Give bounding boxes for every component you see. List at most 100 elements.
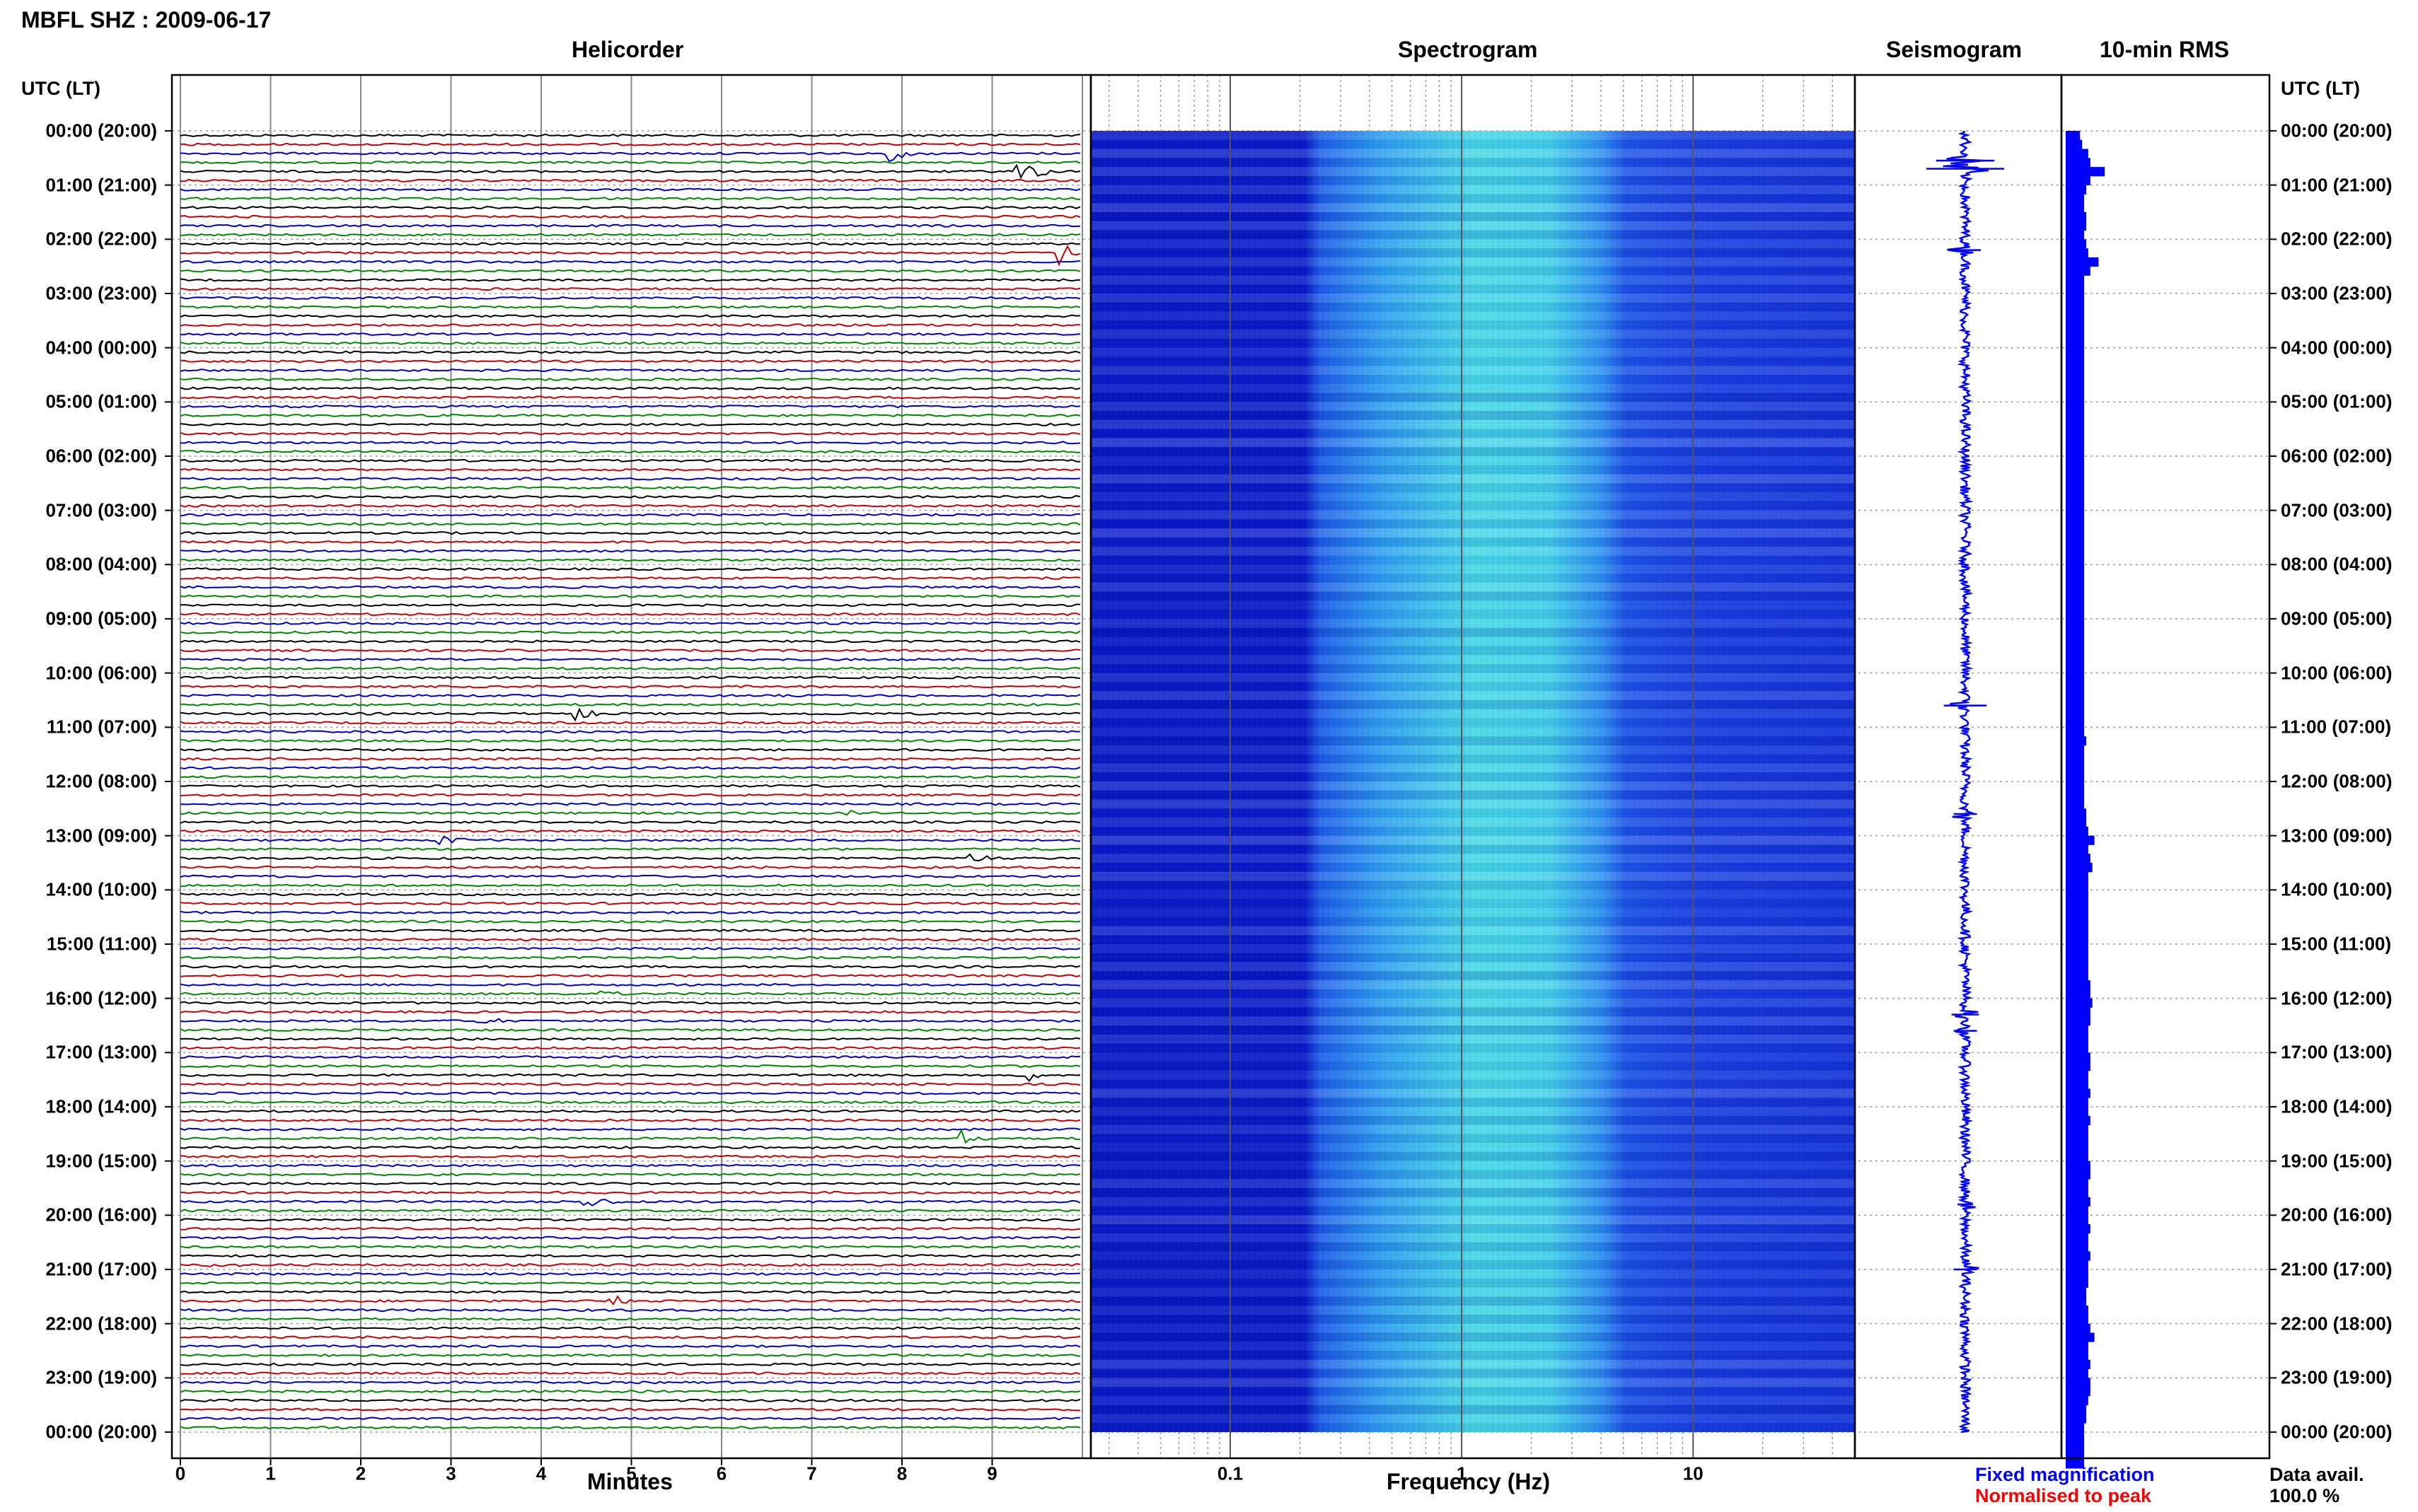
helicorder-row-trace xyxy=(180,223,1081,228)
helicorder-row-trace xyxy=(180,1154,1081,1158)
rms-bar xyxy=(2066,158,2090,168)
helicorder-row-trace xyxy=(180,1272,1081,1276)
rms-bar xyxy=(2066,582,2085,593)
helicorder-row-trace xyxy=(180,766,1081,770)
helicorder-row-trace xyxy=(180,287,1081,291)
rms-bar xyxy=(2066,754,2085,764)
rms-bar xyxy=(2066,537,2085,547)
rms-bar xyxy=(2066,627,2085,637)
helicorder-row-trace xyxy=(180,494,1081,499)
helicorder-row-trace xyxy=(180,675,1081,680)
helicorder-row-trace xyxy=(180,314,1081,318)
minute-tick-label: 5 xyxy=(626,1462,637,1484)
helicorder-row-trace xyxy=(180,694,1081,698)
helicorder-row-trace xyxy=(180,775,1081,779)
helicorder-row-trace xyxy=(180,974,1081,978)
frequency-tick-label: 1 xyxy=(1456,1462,1467,1484)
helicorder-row-trace xyxy=(180,151,1081,163)
helicorder-row-trace xyxy=(180,1344,1081,1349)
helicorder-row-trace xyxy=(180,757,1081,761)
helicorder-row-trace xyxy=(180,350,1081,354)
helicorder-row-trace xyxy=(180,1145,1081,1150)
helicorder-row-trace xyxy=(180,549,1081,553)
rms-bar xyxy=(2066,1124,2088,1134)
right-time-tick-label: 13:00 (09:00) xyxy=(2281,825,2393,847)
rms-bar xyxy=(2066,1414,2086,1424)
right-time-tick-label: 05:00 (01:00) xyxy=(2281,390,2393,412)
rms-bar xyxy=(2066,1034,2088,1044)
helicorder-row-trace xyxy=(180,1308,1081,1313)
helicorder-row-trace xyxy=(180,919,1081,924)
rms-bar xyxy=(2066,528,2085,538)
helicorder-row-trace xyxy=(180,990,1081,996)
rms-bar xyxy=(2066,890,2088,900)
rms-bar xyxy=(2066,438,2085,448)
right-time-tick-label: 14:00 (10:00) xyxy=(2281,878,2393,900)
rms-bar xyxy=(2066,338,2085,349)
helicorder-row-trace xyxy=(180,1417,1081,1421)
helicorder-row-trace xyxy=(180,1128,1081,1144)
helicorder-row-trace xyxy=(180,982,1081,987)
rms-bar xyxy=(2066,1395,2088,1406)
rms-bar xyxy=(2066,366,2085,376)
helicorder-row-trace xyxy=(180,1245,1081,1249)
rms-bar xyxy=(2066,808,2086,818)
right-time-tick-label: 09:00 (05:00) xyxy=(2281,607,2393,629)
right-time-tick-label: 08:00 (04:00) xyxy=(2281,553,2393,575)
left-time-tick-label: 06:00 (02:00) xyxy=(45,445,157,467)
helicorder-row-trace xyxy=(180,810,1081,816)
minute-tick-label: 8 xyxy=(896,1462,908,1484)
helicorder-row-trace xyxy=(180,441,1081,445)
rms-bar xyxy=(2066,980,2090,990)
helicorder-row-trace xyxy=(180,1371,1081,1376)
rms-bar xyxy=(2066,1043,2088,1053)
rms-bar xyxy=(2066,953,2088,963)
rms-bar xyxy=(2066,907,2088,918)
helicorder-row-trace xyxy=(180,142,1081,146)
helicorder-row-trace xyxy=(180,178,1081,182)
helicorder-row-trace xyxy=(180,853,1081,862)
spectrogram-noise xyxy=(1091,131,1855,1432)
helicorder-row-trace xyxy=(180,1426,1081,1430)
rms-bar xyxy=(2066,248,2088,258)
data-availability-label: Data avail. xyxy=(2269,1464,2364,1485)
minute-tick-label: 3 xyxy=(446,1462,456,1484)
rms-bar xyxy=(2066,1305,2088,1315)
left-time-tick-label: 23:00 (19:00) xyxy=(45,1366,157,1388)
helicorder-row-trace xyxy=(180,955,1081,960)
rms-bar xyxy=(2066,356,2085,366)
helicorder-row-trace xyxy=(180,1127,1081,1132)
helicorder-row-trace xyxy=(180,685,1081,689)
minute-tick-label: 2 xyxy=(355,1462,366,1484)
helicorder-row-trace xyxy=(180,431,1081,436)
left-time-tick-label: 10:00 (06:00) xyxy=(45,662,157,684)
spectrogram-image xyxy=(1091,75,1855,1458)
rms-bar xyxy=(2066,1206,2088,1216)
rms-bar xyxy=(2066,1342,2088,1351)
helicorder-row-trace xyxy=(180,836,1081,846)
helicorder-row-trace xyxy=(180,1091,1081,1095)
helicorder-row-trace xyxy=(180,458,1081,463)
rms-bar xyxy=(2066,1269,2088,1279)
helicorder-row-trace xyxy=(180,1407,1081,1412)
right-time-tick-label: 03:00 (23:00) xyxy=(2281,282,2393,304)
helicorder-row-trace xyxy=(180,296,1081,300)
helicorder-row-trace xyxy=(180,1046,1081,1050)
rms-bar xyxy=(2066,835,2095,845)
rms-bar xyxy=(2066,221,2086,231)
rms-bar xyxy=(2066,139,2083,149)
rms-bar xyxy=(2066,447,2085,457)
time-axis-label-left: UTC (LT) xyxy=(21,78,100,99)
legend-normalised-to-peak: Normalised to peak xyxy=(1975,1485,2152,1506)
helicorder-row-trace xyxy=(180,603,1080,607)
seismogram-line xyxy=(1943,130,1989,1434)
right-time-tick-label: 20:00 (16:00) xyxy=(2281,1204,2393,1226)
helicorder-row-trace xyxy=(180,133,1081,137)
rms-bar xyxy=(2066,1441,2085,1450)
helicorder-row-trace xyxy=(180,621,1081,625)
right-time-tick-label: 06:00 (02:00) xyxy=(2281,445,2393,467)
helicorder-row-trace xyxy=(180,305,1081,309)
helicorder-row-trace xyxy=(180,1109,1081,1113)
rms-bar xyxy=(2066,826,2088,837)
helicorder-row-trace xyxy=(180,1362,1081,1366)
